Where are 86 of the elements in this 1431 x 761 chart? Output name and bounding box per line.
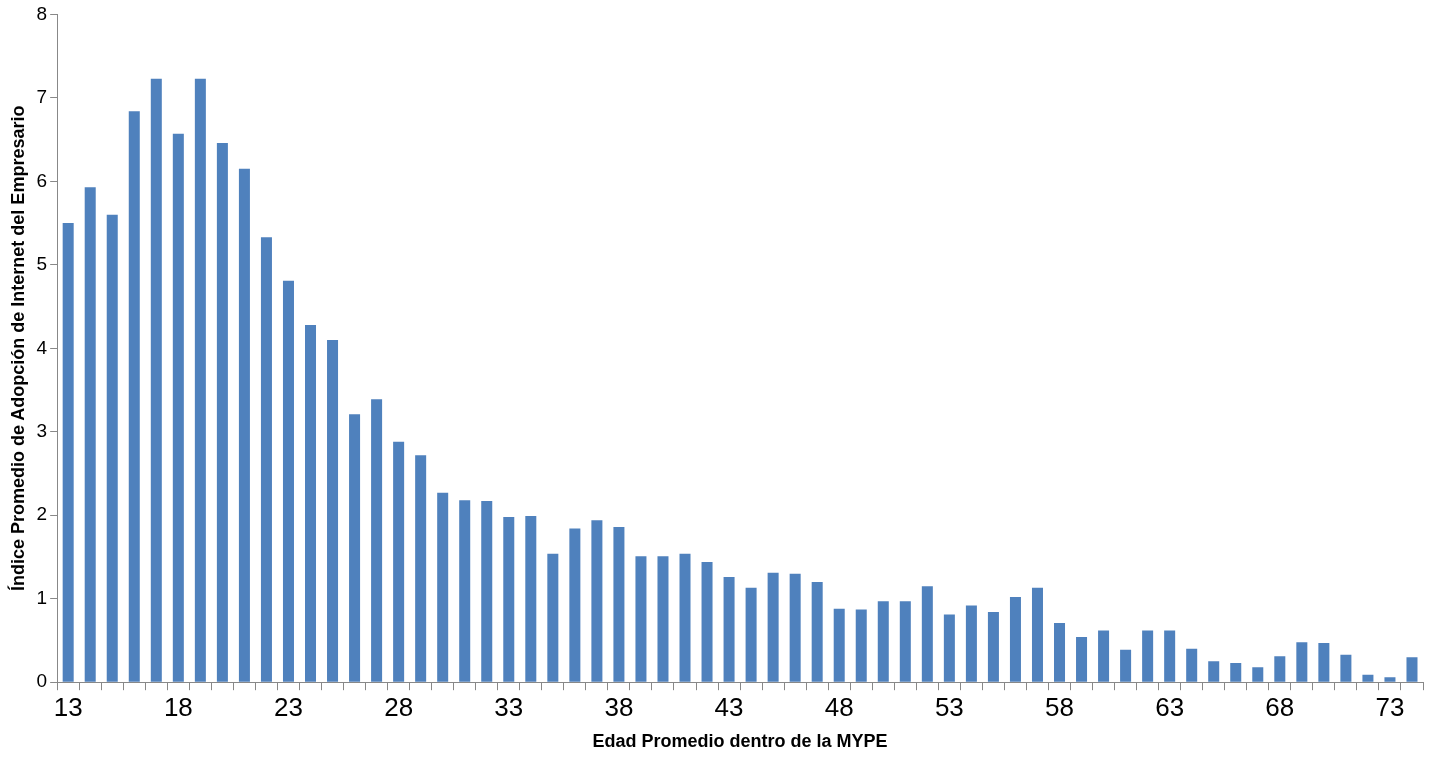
y-tick-label: 7 [36,86,48,108]
y-tick-label: 5 [36,253,48,275]
bar [128,111,140,682]
y-tick-label: 4 [36,336,48,358]
bar [1164,630,1176,682]
bar [1230,663,1242,682]
bar [1406,657,1418,682]
bar [1186,648,1198,682]
y-tick-label: 0 [36,670,48,692]
bar [899,601,911,682]
bar [855,609,867,682]
x-tick-label: 58 [1045,691,1074,722]
y-tick-label: 8 [36,2,48,24]
bar [349,414,361,682]
bar [877,601,889,682]
bar [679,553,691,682]
bar [481,501,493,682]
x-tick-label: 18 [163,691,193,722]
x-tick-label: 63 [1155,691,1185,722]
bar [194,78,206,682]
y-tick-label: 1 [36,586,48,608]
bar [657,556,669,682]
bar [1252,667,1264,682]
bar [943,614,955,682]
bar [1076,637,1088,682]
bar [1296,642,1308,682]
bar [1098,630,1110,682]
bar [62,223,74,682]
y-tick-label: 6 [36,169,48,191]
bar [216,142,228,682]
bar [1054,622,1066,682]
bar [767,572,779,682]
bar [282,280,294,682]
bar [238,168,250,682]
y-axis-title: Índice Promedio de Adopción de Internet del Empresario [6,105,28,592]
bar [987,612,999,682]
bar [723,577,735,682]
bar [1384,677,1396,682]
bar [1274,656,1286,682]
x-tick-label: 43 [714,691,744,722]
x-tick-label: 23 [274,691,303,722]
x-tick-label: 33 [494,691,524,722]
bar [921,586,933,682]
bar [393,441,405,682]
y-tick-label: 2 [36,503,48,525]
y-tick-label: 3 [36,420,48,442]
bar [525,516,537,682]
x-tick-label: 38 [604,691,634,722]
x-tick-label: 53 [934,691,964,722]
bar [106,214,118,682]
bar [1340,654,1352,682]
bar [415,455,427,682]
bar [459,500,471,682]
bar [327,339,339,682]
bar [701,562,713,682]
bar [437,492,449,682]
x-tick-label: 68 [1265,691,1295,722]
bar [591,520,603,682]
bar [965,605,977,682]
bar [569,528,581,682]
x-tick-label: 13 [53,691,83,722]
x-tick-label: 48 [824,691,854,722]
bar [547,553,559,682]
bar [1120,649,1132,682]
bar [1208,661,1220,682]
bar [260,237,272,682]
bar [1318,642,1330,682]
bar [1031,587,1043,682]
bar [172,133,184,682]
bar [1009,597,1021,682]
bar [84,187,96,682]
bar [833,608,845,682]
bar [371,399,383,682]
bar [1142,630,1154,682]
x-tick-label: 28 [384,691,414,722]
bar [150,78,162,682]
bar [635,556,647,682]
bar [1362,674,1374,682]
bar [789,573,801,682]
bar [745,587,757,682]
bar [613,526,625,682]
bar [811,582,823,682]
bar [503,516,515,682]
bar [305,324,317,682]
x-tick-label: 73 [1375,691,1405,722]
x-axis-title: Edad Promedio dentro de la MYPE [592,731,888,752]
